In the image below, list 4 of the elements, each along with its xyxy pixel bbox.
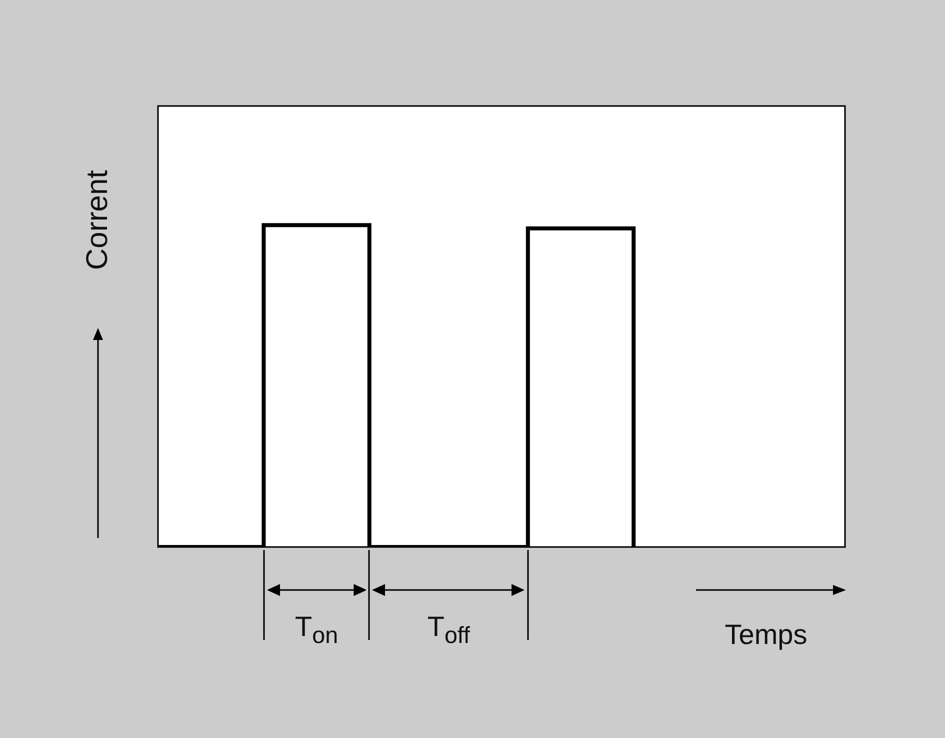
text: T$_{on}$ — [295, 611, 338, 649]
y-axis-title: Corrent — [81, 170, 115, 270]
x-axis-title: Temps — [724, 619, 808, 651]
text: T$_{off}$ — [427, 611, 470, 649]
